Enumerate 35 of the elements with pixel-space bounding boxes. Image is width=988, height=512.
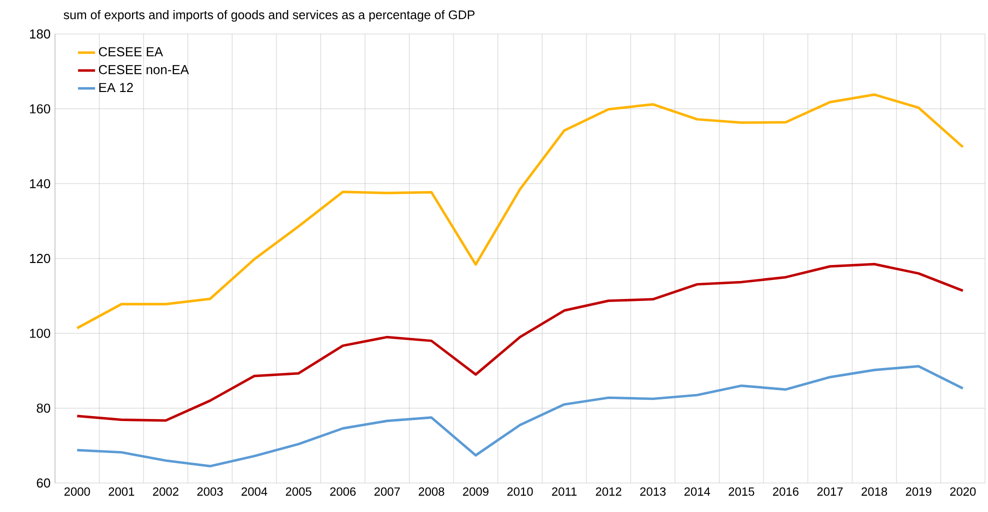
y-tick-label: 100 <box>30 328 50 338</box>
x-tick-label: 2017 <box>817 487 843 496</box>
x-tick-label: 2002 <box>153 487 178 496</box>
y-tick-label: 180 <box>30 29 50 39</box>
legend-label: CESEE EA <box>98 47 164 56</box>
x-tick-label: 2010 <box>507 487 533 496</box>
x-tick-label: 2011 <box>552 487 577 496</box>
x-tick-label: 2013 <box>640 487 666 496</box>
x-tick-label: 2005 <box>286 487 312 496</box>
x-tick-label: 2012 <box>596 487 622 496</box>
x-tick-label: 2014 <box>684 487 710 496</box>
x-tick-label: 2018 <box>862 487 888 496</box>
legend-label: EA 12 <box>99 82 133 92</box>
x-tick-label: 2009 <box>463 487 488 496</box>
x-tick-label: 2019 <box>906 487 932 496</box>
x-tick-label: 2008 <box>418 487 444 496</box>
x-tick-label: 2007 <box>374 487 400 496</box>
x-tick-label: 2016 <box>773 487 798 496</box>
line-series <box>76 365 964 468</box>
y-tick-label: 120 <box>30 254 50 264</box>
x-tick-label: 2015 <box>728 487 754 496</box>
line-series <box>76 262 964 422</box>
x-tick-label: 2020 <box>950 487 976 496</box>
y-tick-label: 160 <box>30 104 50 114</box>
x-tick-label: 2003 <box>197 487 223 496</box>
y-tick-label: 140 <box>30 179 50 188</box>
x-tick-label: 2006 <box>330 487 356 496</box>
x-tick-label: 2000 <box>64 487 90 496</box>
legend-label: CESEE non-EA <box>98 65 189 74</box>
line-series <box>76 93 964 330</box>
chart-title: sum of exports and imports of goods and services as a percentage of GDP <box>64 10 475 22</box>
y-tick-label: 60 <box>36 478 50 488</box>
y-tick-label: 80 <box>36 404 50 413</box>
x-tick-label: 2004 <box>242 487 268 496</box>
x-tick-label: 2001 <box>108 487 134 496</box>
